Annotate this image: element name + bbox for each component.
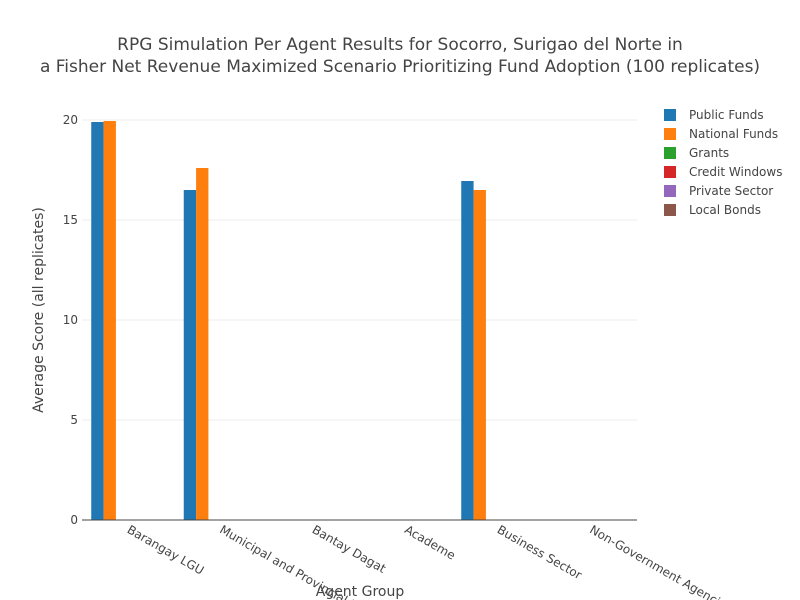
bar-public-funds-barangay-lgu[interactable] [91, 122, 104, 520]
legend-item-local-bonds[interactable]: Local Bonds [664, 203, 761, 217]
x-tick-label: Bantay Dagat [310, 522, 389, 575]
legend-item-public-funds[interactable]: Public Funds [664, 108, 764, 122]
legend-swatch [664, 185, 676, 197]
y-tick-label: 5 [70, 413, 78, 427]
legend-swatch [664, 204, 676, 216]
x-tick-label: Business Sector [495, 522, 585, 582]
legend-label: Credit Windows [689, 165, 782, 179]
legend-item-grants[interactable]: Grants [664, 146, 729, 160]
chart-title-line-2: a Fisher Net Revenue Maximized Scenario … [40, 57, 760, 77]
legend-item-credit-windows[interactable]: Credit Windows [664, 165, 782, 179]
y-tick-label: 15 [63, 213, 78, 227]
x-tick-label: Academe [402, 522, 458, 562]
bar-national-funds-barangay-lgu[interactable] [103, 121, 116, 520]
bar-national-funds-business-sector[interactable] [473, 190, 486, 520]
x-tick-label: Non-Government Agencies [587, 522, 734, 600]
legend-swatch [664, 128, 676, 140]
y-tick-labels: 0 5 10 15 20 [63, 113, 78, 527]
x-tick-label: Barangay LGU [125, 522, 207, 577]
gridlines [82, 119, 637, 421]
legend-label: Public Funds [689, 108, 764, 122]
legend-swatch [664, 147, 676, 159]
bars [91, 121, 486, 520]
legend-label: National Funds [689, 127, 778, 141]
chart-title-line-1: RPG Simulation Per Agent Results for Soc… [117, 35, 683, 55]
legend-label: Local Bonds [689, 203, 761, 217]
legend-item-private-sector[interactable]: Private Sector [664, 184, 773, 198]
bar-public-funds-municipal-and-provincial-lgu[interactable] [183, 190, 197, 520]
y-tick-label: 20 [63, 113, 78, 127]
x-axis-title: Agent Group [316, 584, 405, 600]
legend-label: Private Sector [689, 184, 773, 198]
y-axis-title: Average Score (all replicates) [31, 207, 47, 413]
y-tick-label: 10 [63, 313, 78, 327]
legend-label: Grants [689, 146, 729, 160]
x-tick-labels: Barangay LGU Municipal and Provincial LGU… [125, 522, 735, 600]
legend[interactable]: Public Funds National Funds Grants Credit W… [664, 108, 782, 217]
bar-national-funds-municipal-and-provincial-lgu[interactable] [196, 168, 209, 520]
bar-public-funds-business-sector[interactable] [461, 181, 474, 520]
legend-item-national-funds[interactable]: National Funds [664, 127, 778, 141]
legend-swatch [664, 166, 676, 178]
legend-swatch [664, 109, 676, 121]
y-tick-label: 0 [70, 513, 78, 527]
